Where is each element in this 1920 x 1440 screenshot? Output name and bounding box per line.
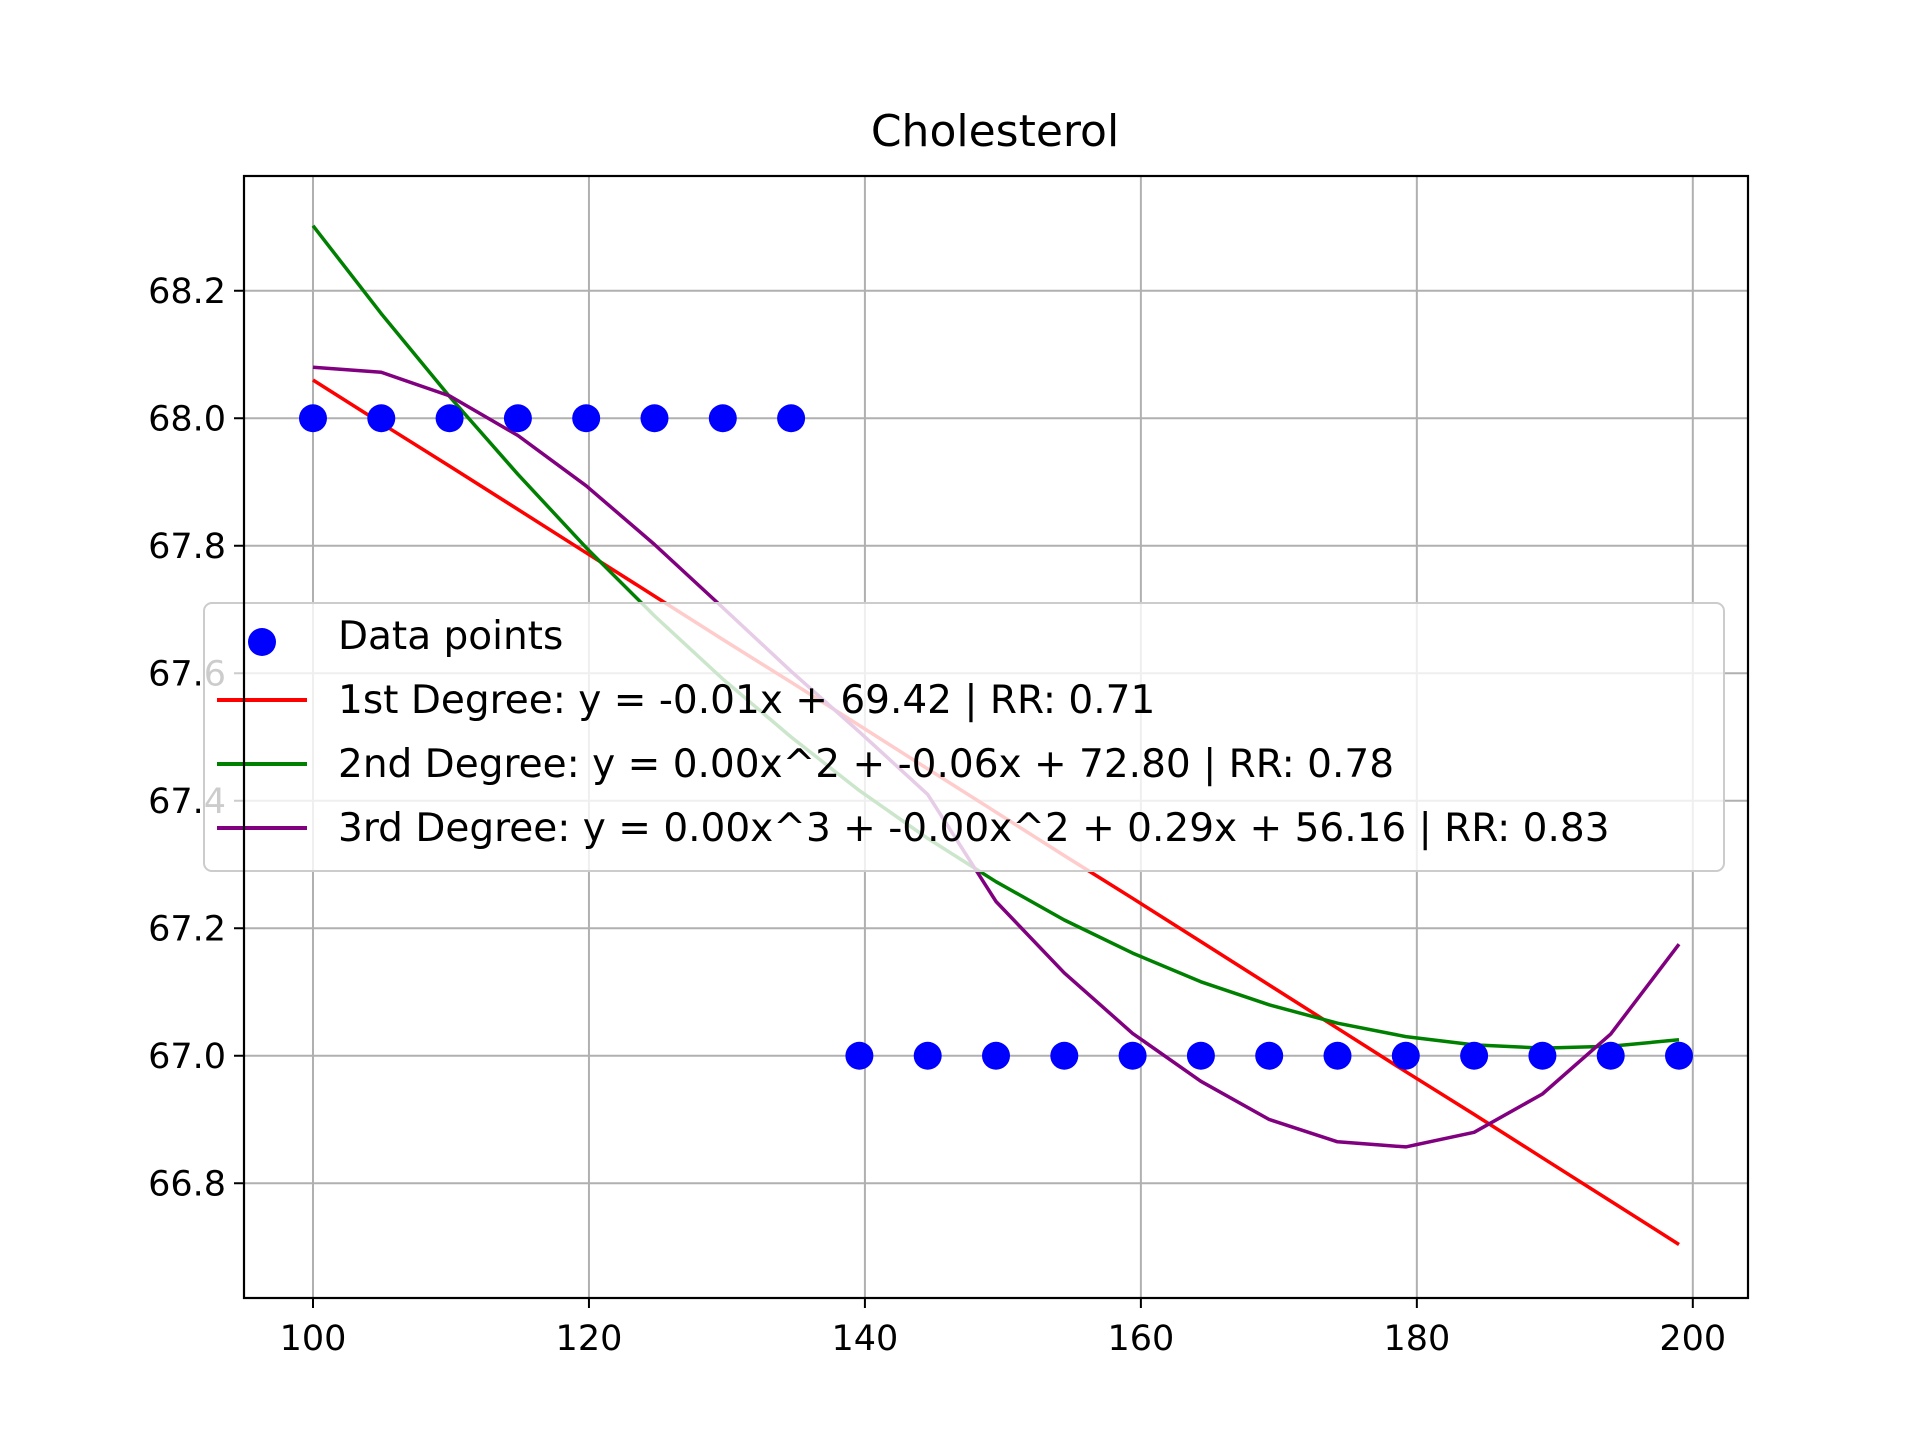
- legend-label: 1st Degree: y = -0.01x + 69.42 | RR: 0.7…: [338, 678, 1155, 723]
- plot-series: [298, 224, 1694, 1246]
- data-point: [503, 404, 532, 433]
- y-tick-label: 67.2: [148, 909, 226, 949]
- legend-box: [203, 602, 1725, 872]
- data-point: [1596, 1041, 1625, 1070]
- data-point: [1186, 1041, 1215, 1070]
- y-tick-label: 68.0: [148, 399, 226, 439]
- x-axis-ticks: 100 120 140 160 180 200: [280, 1298, 1726, 1359]
- y-tick-label: 66.8: [148, 1164, 226, 1204]
- data-point: [1665, 1041, 1694, 1070]
- data-point: [572, 404, 601, 433]
- series-line-2: [311, 224, 1680, 1050]
- data-point: [1391, 1041, 1420, 1070]
- data-point: [777, 404, 806, 433]
- data-point: [1255, 1041, 1284, 1070]
- data-point: [845, 1041, 874, 1070]
- data-point: [640, 404, 669, 433]
- x-tick-label: 200: [1659, 1319, 1726, 1359]
- legend-label: 2nd Degree: y = 0.00x^2 + -0.06x + 72.80…: [338, 742, 1394, 787]
- x-tick-label: 160: [1107, 1319, 1174, 1359]
- data-point: [367, 404, 396, 433]
- legend-label: Data points: [338, 614, 563, 659]
- x-tick-label: 120: [556, 1319, 623, 1359]
- legend: Data points 1st Degree: y = -0.01x + 69.4…: [203, 602, 1725, 872]
- legend-marker: [248, 628, 276, 656]
- y-tick-label: 67.8: [148, 527, 226, 567]
- data-point: [1528, 1041, 1557, 1070]
- legend-label: 3rd Degree: y = 0.00x^3 + -0.00x^2 + 0.2…: [338, 806, 1610, 851]
- x-tick-label: 180: [1383, 1319, 1450, 1359]
- data-point: [708, 404, 737, 433]
- data-point: [298, 404, 327, 433]
- data-point: [982, 1041, 1010, 1070]
- plot-frame: [242, 174, 1750, 1300]
- x-tick-label: 140: [832, 1319, 899, 1359]
- y-tick-label: 67.0: [148, 1037, 226, 1077]
- data-point: [1050, 1041, 1079, 1070]
- x-tick-label: 100: [280, 1319, 347, 1359]
- data-point: [1460, 1041, 1489, 1070]
- y-tick-label: 68.2: [148, 272, 226, 312]
- series-line-3: [312, 365, 1681, 1149]
- data-point: [1118, 1041, 1147, 1070]
- data-point: [1323, 1041, 1352, 1070]
- chart-title: Cholesterol: [871, 106, 1119, 157]
- data-point: [913, 1041, 942, 1070]
- data-point: [435, 404, 464, 433]
